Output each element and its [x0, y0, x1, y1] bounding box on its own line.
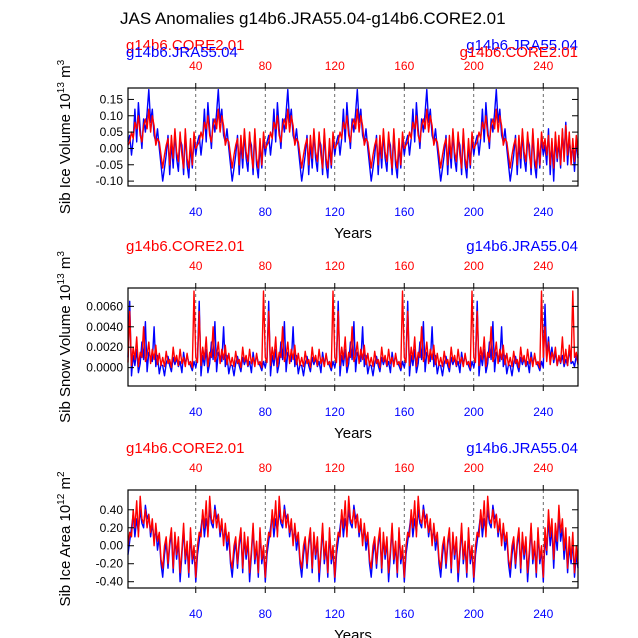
y-tick-label: 0.00 [100, 141, 124, 155]
y-tick-label: 0.0020 [86, 340, 123, 354]
bottom-tick-label: 200 [464, 205, 484, 219]
series-line-core [127, 108, 579, 169]
y-label-ylabel-unit-exp: 2 [56, 471, 67, 477]
y-tick-label: 0.40 [100, 503, 124, 517]
bottom-tick-label: 160 [394, 205, 414, 219]
series-line-core [127, 290, 579, 369]
bottom-tick-label: 160 [394, 405, 414, 419]
top-tick-label: 160 [394, 461, 414, 475]
y-tick-label: -0.10 [96, 174, 124, 188]
left-run-label-core: g14b6.CORE2.01 [126, 238, 244, 255]
top-tick-label: 80 [259, 461, 273, 475]
panel-2: g14b6.CORE2.01 g14b6.JRA55.04 40 80 120 160 20… [56, 238, 579, 442]
top-tick-label: 240 [533, 259, 553, 273]
y-tick-label: 0.15 [100, 92, 124, 106]
plot-frame [127, 87, 579, 187]
y-tick-label: 0.0000 [86, 361, 123, 375]
y-label-ylabel: Sib Snow Volume [57, 301, 74, 423]
right-run-label-jra: g14b6.JRA55.04 [466, 37, 578, 54]
y-axis-label: Sib Ice Volume 1013 m3 [56, 59, 74, 214]
top-tick-label: 120 [325, 259, 345, 273]
bottom-tick-label: 40 [189, 205, 203, 219]
top-tick-label: 80 [259, 59, 273, 73]
top-tick-label: 240 [533, 59, 553, 73]
y-tick-label: 0.0040 [86, 320, 123, 334]
y-axis-label: Sib Snow Volume 1013 m3 [56, 251, 74, 423]
y-label-ylabel: Sib Ice Volume [57, 110, 74, 214]
top-tick-label: 120 [325, 59, 345, 73]
series-line-core [127, 495, 579, 578]
x-axis-label: Years [334, 425, 372, 442]
top-tick-label: 160 [394, 59, 414, 73]
top-tick-label: 200 [464, 259, 484, 273]
y-label-ylabel-unit-exp: 3 [56, 251, 67, 257]
x-axis-label: Years [334, 225, 372, 242]
bottom-tick-label: 240 [533, 607, 553, 621]
plot-frame [127, 287, 579, 387]
y-label-ylabel-unit-exp: 3 [56, 59, 67, 65]
figure-title: JAS Anomalies g14b6.JRA55.04-g14b6.CORE2… [120, 9, 506, 28]
y-tick-label: 0.0060 [86, 299, 123, 313]
bottom-tick-label: 40 [189, 607, 203, 621]
y-label-ylabel-exp: 12 [56, 493, 67, 505]
y-label-ylabel-units: 10 [57, 505, 74, 522]
bottom-tick-label: 240 [533, 405, 553, 419]
top-tick-label: 160 [394, 259, 414, 273]
top-tick-label: 240 [533, 461, 553, 475]
top-tick-label: 200 [464, 59, 484, 73]
bottom-tick-label: 40 [189, 405, 203, 419]
y-label-ylabel-units: 10 [57, 93, 74, 110]
right-run-label-jra: g14b6.JRA55.04 [466, 238, 578, 255]
y-tick-label: 0.05 [100, 125, 124, 139]
bottom-tick-label: 80 [259, 205, 273, 219]
y-tick-label: 0.10 [100, 109, 124, 123]
y-tick-label: -0.40 [96, 575, 124, 589]
plot-frame [127, 489, 579, 589]
y-label-ylabel-units: 10 [57, 284, 74, 301]
bottom-tick-label: 160 [394, 607, 414, 621]
y-tick-label: -0.20 [96, 557, 124, 571]
bottom-tick-label: 200 [464, 607, 484, 621]
y-label-ylabel-exp: 13 [56, 273, 67, 285]
right-run-label-core: g14b6.CORE2.01 [460, 44, 578, 61]
left-run-label-core: g14b6.CORE2.01 [126, 440, 244, 457]
top-tick-label: 120 [325, 461, 345, 475]
left-run-label-core: g14b6.CORE2.01 [126, 37, 244, 54]
y-label-ylabel-unit: m [57, 477, 74, 494]
top-tick-label: 40 [189, 461, 203, 475]
bottom-tick-label: 200 [464, 405, 484, 419]
bottom-tick-label: 240 [533, 205, 553, 219]
y-tick-label: 0.20 [100, 521, 124, 535]
bottom-tick-label: 120 [325, 607, 345, 621]
y-label-ylabel-unit: m [57, 65, 74, 82]
top-tick-label: 80 [259, 259, 273, 273]
y-label-ylabel-unit: m [57, 257, 74, 274]
right-run-label-jra: g14b6.JRA55.04 [466, 440, 578, 457]
y-tick-label: -0.05 [96, 158, 124, 172]
top-tick-label: 40 [189, 59, 203, 73]
top-tick-label: 200 [464, 461, 484, 475]
y-label-ylabel-exp: 13 [56, 82, 67, 94]
y-label-ylabel: Sib Ice Area [57, 521, 74, 606]
top-tick-label: 40 [189, 259, 203, 273]
bottom-tick-label: 80 [259, 405, 273, 419]
bottom-tick-label: 120 [325, 405, 345, 419]
y-tick-label: 0.00 [100, 539, 124, 553]
x-axis-label: Years [334, 627, 372, 638]
y-axis-label: Sib Ice Area 1012 m2 [56, 471, 74, 607]
bottom-tick-label: 120 [325, 205, 345, 219]
left-run-label-jra: g14b6.JRA55.04 [126, 44, 238, 61]
bottom-tick-label: 80 [259, 607, 273, 621]
